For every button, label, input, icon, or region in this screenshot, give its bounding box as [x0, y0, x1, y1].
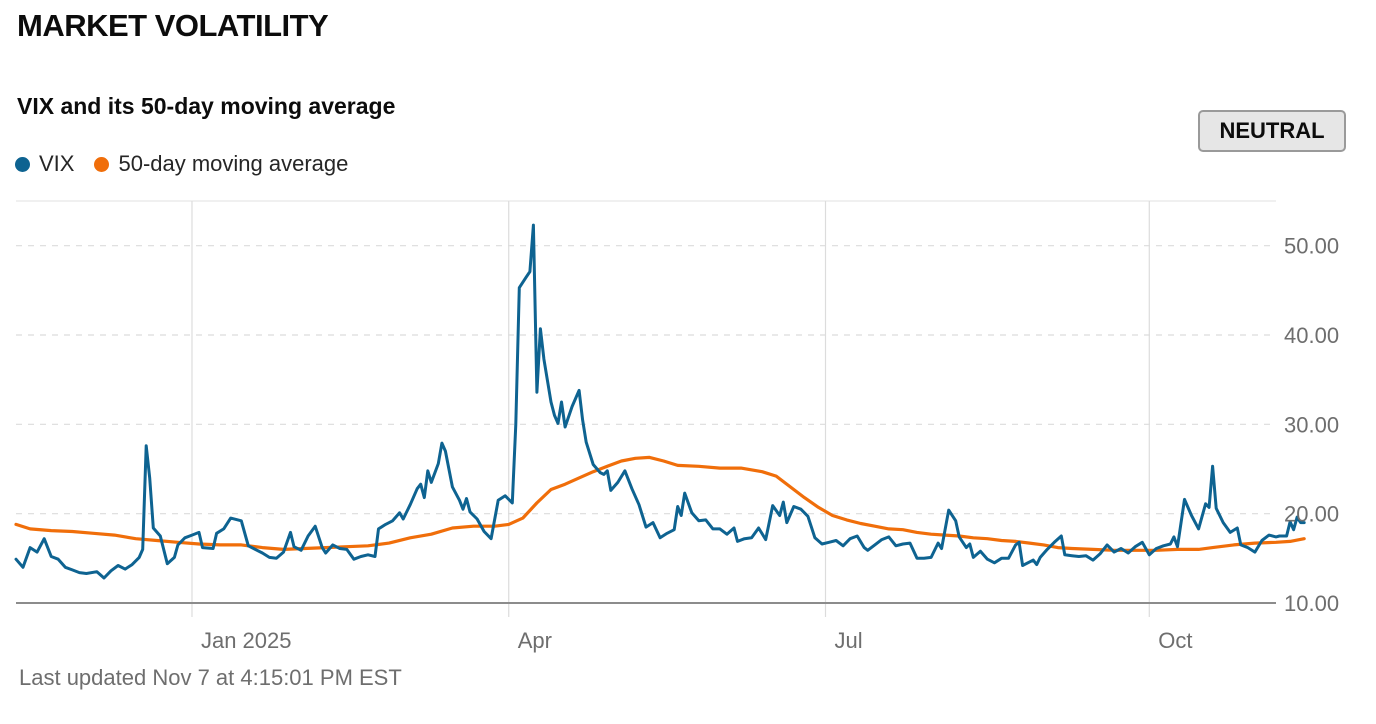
legend-label-ma: 50-day moving average [118, 151, 349, 176]
grid-lines [16, 200, 1276, 617]
y-tick-label: 40.00 [1284, 323, 1339, 348]
legend-item-ma[interactable]: 50-day moving average [94, 151, 348, 177]
status-badge: NEUTRAL [1198, 110, 1346, 152]
legend-label-vix: VIX [39, 151, 75, 176]
axis-labels: Jan 2025 Apr Jul Oct 10.00 20.00 30.00 40.00 50.… [201, 234, 1339, 653]
series-line-vix [14, 223, 1306, 580]
y-tick-label: 10.00 [1284, 591, 1339, 616]
x-tick-label: Apr [518, 628, 552, 653]
y-tick-label: 50.00 [1284, 234, 1339, 259]
y-tick-label: 30.00 [1284, 412, 1339, 437]
page-title: MARKET VOLATILITY [17, 8, 329, 43]
chart-area: Jan 2025 Apr Jul Oct 10.00 20.00 30.00 40.00 50.… [14, 200, 1339, 653]
series-line-moving-average [14, 455, 1306, 552]
chart-title: VIX and its 50-day moving average [17, 93, 396, 119]
series-lines [14, 223, 1306, 580]
y-tick-label: 20.00 [1284, 502, 1339, 527]
last-updated-text: Last updated Nov 7 at 4:15:01 PM EST [19, 665, 402, 690]
legend-dot-vix [15, 156, 30, 172]
legend-item-vix[interactable]: VIX [15, 151, 74, 177]
legend-dot-ma [94, 156, 110, 172]
x-tick-label: Oct [1158, 628, 1192, 653]
chart-legend: VIX 50-day moving average [15, 151, 368, 177]
x-tick-label: Jul [834, 628, 862, 653]
x-tick-label: Jan 2025 [201, 628, 292, 653]
